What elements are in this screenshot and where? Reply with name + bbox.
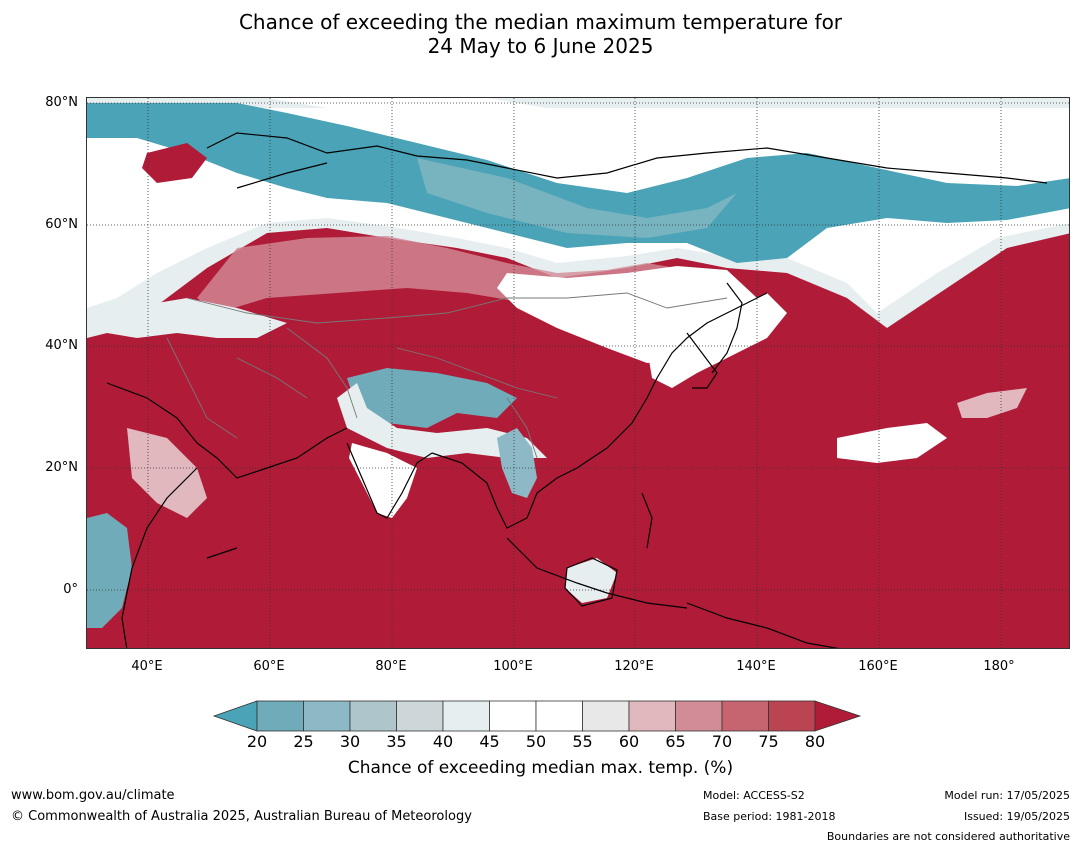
colorbar-cell xyxy=(256,700,304,732)
lon-label-160e: 160°E xyxy=(858,659,898,674)
lat-label-0: 0° xyxy=(63,582,78,597)
colorbar-tick-label: 25 xyxy=(293,732,314,751)
colorbar-cell xyxy=(303,700,351,732)
pacific-neutral-1 xyxy=(837,423,947,463)
lat-label-20n: 20°N xyxy=(45,460,78,475)
colorbar-tick-label: 60 xyxy=(618,732,640,751)
colorbar-below-triangle xyxy=(212,700,258,732)
copyright-text: © Commonwealth of Australia 2025, Austra… xyxy=(11,809,472,824)
map-title: Chance of exceeding the median maximum t… xyxy=(0,10,1081,58)
colorbar-tick-label: 40 xyxy=(432,732,454,751)
lon-label-40e: 40°E xyxy=(131,659,163,674)
indochina-below-median xyxy=(497,428,537,498)
colorbar-cell xyxy=(628,700,676,732)
lon-label-80e: 80°E xyxy=(375,659,407,674)
colorbar-tick-label: 80 xyxy=(804,732,826,751)
india-neutral xyxy=(349,443,417,518)
colorbar-cell xyxy=(721,700,769,732)
colorbar-cell xyxy=(442,700,490,732)
model-text: Model: ACCESS-S2 xyxy=(703,789,805,802)
colorbar-tick-label: 30 xyxy=(339,732,361,751)
website-link[interactable]: www.bom.gov.au/climate xyxy=(11,788,175,803)
model-run-text: Model run: 17/05/2025 xyxy=(944,789,1070,802)
base-period-text: Base period: 1981-2018 xyxy=(703,810,836,823)
colorbar-cell xyxy=(489,700,537,732)
lon-label-180: 180° xyxy=(983,659,1015,674)
lon-label-140e: 140°E xyxy=(736,659,776,674)
colorbar-cell xyxy=(535,700,583,732)
forecast-map xyxy=(86,97,1070,649)
colorbar-above-triangle xyxy=(814,700,862,732)
colorbar-cell xyxy=(675,700,723,732)
graticule xyxy=(87,98,1069,648)
colorbar-tick-label: 35 xyxy=(386,732,407,751)
lon-label-100e: 100°E xyxy=(493,659,533,674)
arctic-white-strip xyxy=(267,98,1069,153)
lat-label-80n: 80°N xyxy=(45,95,78,110)
colorbar-tick-label: 55 xyxy=(572,732,593,751)
colorbar-tick-label: 65 xyxy=(665,732,686,751)
title-line-1: Chance of exceeding the median maximum t… xyxy=(238,10,843,34)
title-line-2: 24 May to 6 June 2025 xyxy=(427,34,654,58)
siberia-mid-shade xyxy=(417,158,737,238)
lat-label-40n: 40°N xyxy=(45,338,78,353)
colorbar-tick-label: 45 xyxy=(479,732,500,751)
lat-label-60n: 60°N xyxy=(45,217,78,232)
colorbar-cell xyxy=(349,700,397,732)
tibet-below-median xyxy=(347,368,517,428)
japan-neutral xyxy=(647,293,787,388)
borders xyxy=(166,292,728,459)
west-warm-patch xyxy=(142,143,207,183)
forecast-map-svg xyxy=(87,98,1069,648)
issued-text: Issued: 19/05/2025 xyxy=(963,810,1070,823)
siberia-below-median xyxy=(87,103,1069,263)
colorbar-label: Chance of exceeding median max. temp. (%… xyxy=(347,758,734,778)
coastlines xyxy=(106,132,1048,648)
colorbar-tick-label: 75 xyxy=(758,732,779,751)
pacific-neutral-2 xyxy=(957,388,1027,418)
lon-label-60e: 60°E xyxy=(253,659,285,674)
colorbar-tick-label: 70 xyxy=(711,732,733,751)
africa-below-median xyxy=(87,513,132,628)
arabia-neutral xyxy=(127,428,207,518)
tibet-neutral xyxy=(337,383,547,458)
boundaries-disclaimer: Boundaries are not considered authoritat… xyxy=(826,830,1070,843)
colorbar-cell xyxy=(582,700,630,732)
colorbar-cell xyxy=(768,700,816,732)
colorbar-cell xyxy=(396,700,444,732)
lon-label-120e: 120°E xyxy=(614,659,654,674)
colorbar-tick-label: 50 xyxy=(525,732,547,751)
central-asia-neutral xyxy=(107,298,287,338)
colorbar-tick-label: 20 xyxy=(246,732,268,751)
colorbar xyxy=(212,700,862,732)
